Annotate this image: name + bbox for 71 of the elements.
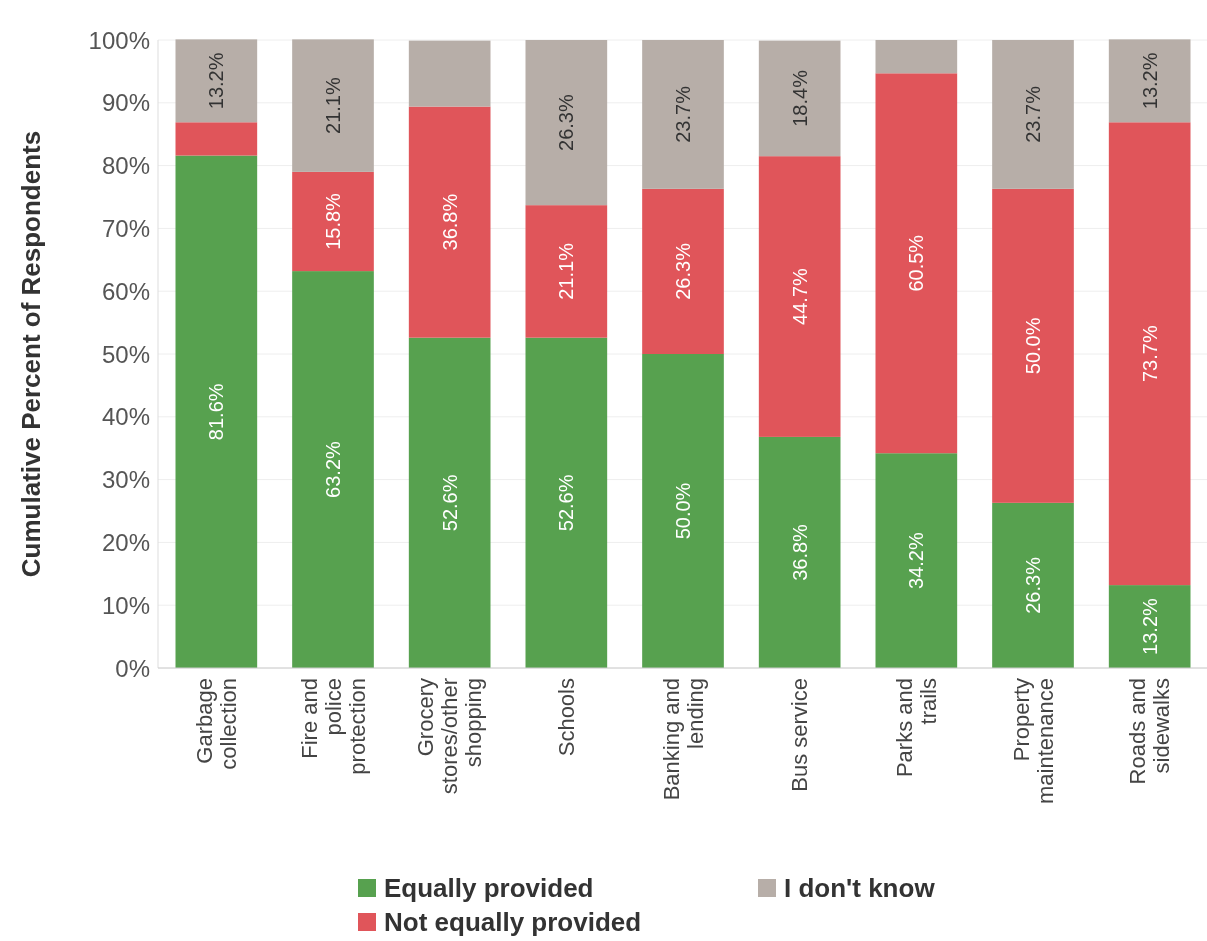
data-label: 36.8% [788,523,811,581]
data-label: 15.8% [322,192,344,250]
bar [642,188,724,354]
y-axis-title: Cumulative Percent of Respondents [16,130,46,578]
bar [408,40,491,107]
bar [758,40,841,157]
bar [1108,122,1191,586]
bar [175,155,258,668]
bar [1108,39,1191,123]
bar [875,73,958,454]
data-label: 21.1% [555,242,578,300]
bar [642,354,724,668]
y-tick-label: 60% [101,277,150,305]
data-label: 13.2% [1138,52,1161,110]
bar [525,40,608,206]
bar [175,122,258,156]
y-tick-label: 70% [101,214,150,242]
bar [525,337,608,668]
y-tick-label: 100% [88,26,150,54]
bar [292,271,374,668]
y-tick-label: 30% [101,466,150,494]
data-label: 21.1% [322,77,344,134]
bar [292,171,374,272]
data-label: 26.3% [1022,556,1044,614]
y-tick-label: 50% [101,340,150,368]
data-label: 81.6% [205,383,228,441]
data-label: 63.2% [322,440,344,498]
data-label: 26.3% [555,94,578,151]
bar [875,40,958,74]
bar [525,205,608,338]
x-tick-label: Bus service [787,678,813,792]
x-tick-label: Parks and trails [891,678,941,778]
data-label: 50.0% [1022,317,1044,375]
data-label: 26.3% [672,242,694,300]
legend-label: Not equally provided [384,907,642,937]
data-label: 73.7% [1138,325,1161,383]
bar [408,337,491,668]
data-label: 23.7% [1022,85,1044,143]
data-label: 44.7% [788,267,811,325]
bar [642,40,724,189]
y-tick-label: 10% [101,591,150,619]
y-tick-label: 80% [101,152,150,180]
data-label: 18.4% [788,69,811,127]
bar [758,436,841,668]
bar [408,106,491,338]
data-label: 52.6% [438,474,461,532]
y-tick-label: 90% [101,89,150,117]
bar [992,40,1074,189]
data-label: 50.0% [672,482,694,540]
x-tick-label: Banking and lending [658,678,708,801]
bar [1108,585,1191,668]
bar [992,502,1074,668]
bar [175,39,258,123]
data-label: 13.2% [205,52,228,110]
y-tick-label: 20% [101,528,150,556]
bar [992,188,1074,503]
data-label: 36.8% [438,193,461,251]
bar [758,156,841,437]
bar [875,453,958,668]
bar [292,39,374,172]
data-label: 52.6% [555,474,578,532]
legend-label: Equally provided [384,873,594,903]
y-tick-label: 40% [101,403,150,431]
data-label: 13.2% [1138,597,1161,655]
data-label: 23.7% [672,85,694,143]
y-tick-label: 0% [115,654,150,682]
legend-label: I don't know [784,873,936,903]
x-tick-label: Schools [553,678,579,757]
x-tick-label: Garbage collection [191,678,241,770]
data-label: 34.2% [905,532,928,589]
data-label: 60.5% [905,234,928,292]
